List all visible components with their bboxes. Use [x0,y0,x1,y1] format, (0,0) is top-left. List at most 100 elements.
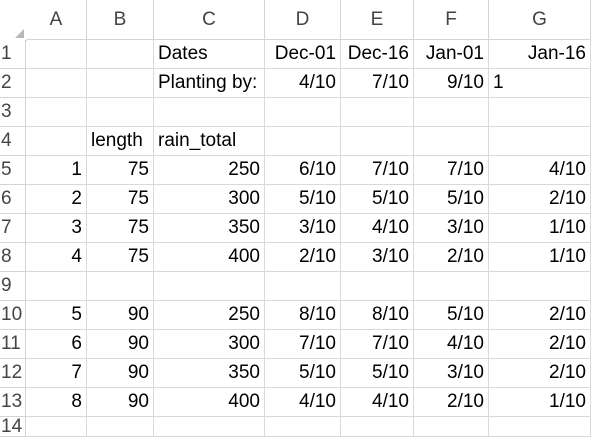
cell-a7[interactable]: 3 [26,214,87,243]
row-header-4[interactable]: 4 [0,127,26,156]
column-header-f[interactable]: F [414,0,489,40]
cell-c5[interactable]: 250 [154,156,265,185]
cell-e4[interactable] [341,127,414,156]
cell-d12[interactable]: 5/10 [265,359,341,388]
row-header-5[interactable]: 5 [0,156,26,185]
cell-a3[interactable] [26,98,87,127]
cell-f6[interactable]: 5/10 [414,185,489,214]
cell-f5[interactable]: 7/10 [414,156,489,185]
cell-b2[interactable] [87,69,154,98]
cell-b1[interactable] [87,40,154,69]
row-header-12[interactable]: 12 [0,359,26,388]
column-header-c[interactable]: C [154,0,265,40]
cell-b13[interactable]: 90 [87,388,154,417]
row-header-13[interactable]: 13 [0,388,26,417]
cell-g3[interactable] [489,98,591,127]
cell-f4[interactable] [414,127,489,156]
cell-a12[interactable]: 7 [26,359,87,388]
cell-c2[interactable]: Planting by: [154,69,265,98]
cell-e10[interactable]: 8/10 [341,301,414,330]
row-header-11[interactable]: 11 [0,330,26,359]
row-header-2[interactable]: 2 [0,69,26,98]
cell-a13[interactable]: 8 [26,388,87,417]
cell-g13[interactable]: 1/10 [489,388,591,417]
cell-d8[interactable]: 2/10 [265,243,341,272]
cell-a11[interactable]: 6 [26,330,87,359]
row-header-1[interactable]: 1 [0,40,26,69]
column-header-b[interactable]: B [87,0,154,40]
column-header-e[interactable]: E [341,0,414,40]
cell-f7[interactable]: 3/10 [414,214,489,243]
row-header-14[interactable]: 14 [0,416,26,437]
cell-e12[interactable]: 5/10 [341,359,414,388]
cell-f1[interactable]: Jan-01 [414,40,489,69]
cell-e14[interactable] [341,417,414,437]
cell-e13[interactable]: 4/10 [341,388,414,417]
cell-b14[interactable] [87,417,154,437]
cell-d5[interactable]: 6/10 [265,156,341,185]
cell-c10[interactable]: 250 [154,301,265,330]
cell-b9[interactable] [87,272,154,301]
cell-c3[interactable] [154,98,265,127]
cell-b3[interactable] [87,98,154,127]
cell-a10[interactable]: 5 [26,301,87,330]
cell-d7[interactable]: 3/10 [265,214,341,243]
cell-c9[interactable] [154,272,265,301]
cell-a2[interactable] [26,69,87,98]
cell-c14[interactable] [154,417,265,437]
cell-e9[interactable] [341,272,414,301]
cell-c13[interactable]: 400 [154,388,265,417]
row-header-8[interactable]: 8 [0,243,26,272]
row-header-10[interactable]: 10 [0,301,26,330]
cell-c1[interactable]: Dates [154,40,265,69]
cell-e7[interactable]: 4/10 [341,214,414,243]
cell-b5[interactable]: 75 [87,156,154,185]
column-header-g[interactable]: G [489,0,591,40]
cell-f13[interactable]: 2/10 [414,388,489,417]
row-header-9[interactable]: 9 [0,272,26,301]
cell-e2[interactable]: 7/10 [341,69,414,98]
cell-c6[interactable]: 300 [154,185,265,214]
cell-e5[interactable]: 7/10 [341,156,414,185]
select-all-corner[interactable] [0,0,27,41]
cell-d6[interactable]: 5/10 [265,185,341,214]
cell-e8[interactable]: 3/10 [341,243,414,272]
cell-a4[interactable] [26,127,87,156]
cell-f12[interactable]: 3/10 [414,359,489,388]
cell-g9[interactable] [489,272,591,301]
cell-g6[interactable]: 2/10 [489,185,591,214]
row-header-6[interactable]: 6 [0,185,26,214]
cell-d10[interactable]: 8/10 [265,301,341,330]
cell-a8[interactable]: 4 [26,243,87,272]
cell-e6[interactable]: 5/10 [341,185,414,214]
cell-c12[interactable]: 350 [154,359,265,388]
column-header-d[interactable]: D [265,0,341,40]
cell-f11[interactable]: 4/10 [414,330,489,359]
cell-a6[interactable]: 2 [26,185,87,214]
cell-g4[interactable] [489,127,591,156]
cell-d13[interactable]: 4/10 [265,388,341,417]
cell-e11[interactable]: 7/10 [341,330,414,359]
cell-b11[interactable]: 90 [87,330,154,359]
cell-b7[interactable]: 75 [87,214,154,243]
cell-g5[interactable]: 4/10 [489,156,591,185]
cell-b12[interactable]: 90 [87,359,154,388]
cell-a5[interactable]: 1 [26,156,87,185]
cell-c11[interactable]: 300 [154,330,265,359]
cell-d1[interactable]: Dec-01 [265,40,341,69]
row-header-3[interactable]: 3 [0,98,26,127]
cell-f14[interactable] [414,417,489,437]
cell-c7[interactable]: 350 [154,214,265,243]
cell-c8[interactable]: 400 [154,243,265,272]
cell-f9[interactable] [414,272,489,301]
cell-b10[interactable]: 90 [87,301,154,330]
cell-d11[interactable]: 7/10 [265,330,341,359]
cell-c4[interactable]: rain_total [154,127,265,156]
cell-a9[interactable] [26,272,87,301]
cell-g1[interactable]: Jan-16 [489,40,591,69]
cell-d4[interactable] [265,127,341,156]
cell-g7[interactable]: 1/10 [489,214,591,243]
cell-d3[interactable] [265,98,341,127]
cell-b8[interactable]: 75 [87,243,154,272]
cell-g2[interactable]: 1 [489,69,591,98]
